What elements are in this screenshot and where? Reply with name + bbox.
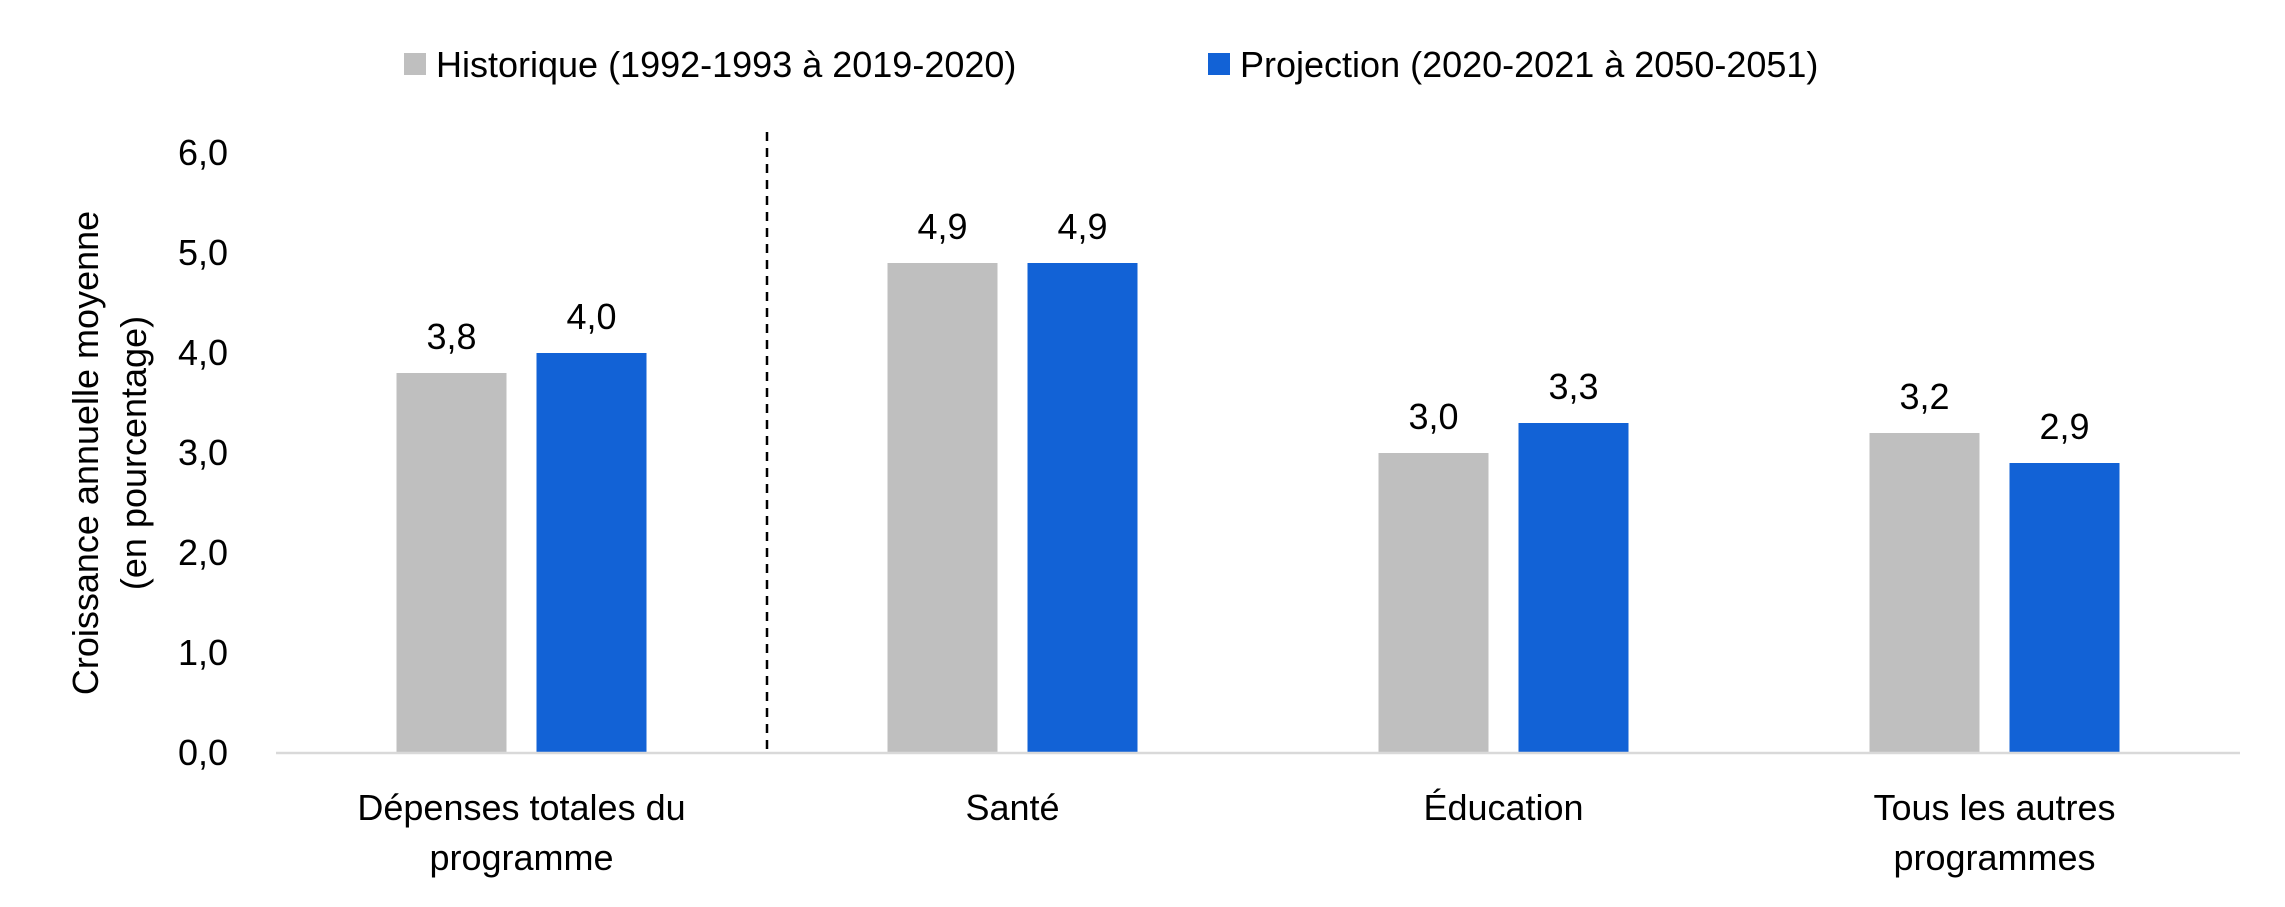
y-tick-label: 5,0 (178, 232, 228, 273)
y-tick-label: 6,0 (178, 132, 228, 173)
y-tick-label: 4,0 (178, 332, 228, 373)
bar-0-0 (396, 373, 507, 753)
data-label-0-1: 4,9 (917, 206, 967, 247)
category-labels: Dépenses totales du programme Santé Éducati… (357, 787, 2115, 878)
bar-1-0 (536, 353, 647, 753)
y-tick-label: 0,0 (178, 732, 228, 773)
data-label-1-1: 4,9 (1057, 206, 1107, 247)
y-axis-title-line-1: (en pourcentage) (113, 316, 154, 590)
bar-0-2 (1378, 453, 1489, 753)
data-label-1-2: 3,3 (1548, 366, 1598, 407)
data-label-0-3: 3,2 (1899, 376, 1949, 417)
data-label-0-2: 3,0 (1408, 396, 1458, 437)
legend-label-1: Projection (2020-2021 à 2050-2051) (1240, 44, 1818, 85)
legend: Historique (1992-1993 à 2019-2020) Projec… (404, 44, 1818, 85)
y-tick-label: 1,0 (178, 632, 228, 673)
category-label-2: Éducation (1423, 787, 1583, 828)
category-label-0: Dépenses totales du programme (357, 787, 685, 878)
data-label-1-3: 2,9 (2039, 406, 2089, 447)
y-tick-label: 3,0 (178, 432, 228, 473)
y-axis-title-line-0: Croissance annuelle moyenne (65, 211, 106, 695)
data-label-0-0: 3,8 (426, 316, 476, 357)
bar-1-3 (2009, 463, 2120, 753)
y-axis-title: Croissance annuelle moyenne (en pourcenta… (65, 211, 154, 695)
legend-swatch-0 (404, 53, 426, 75)
data-label-1-0: 4,0 (566, 296, 616, 337)
bars (396, 263, 2120, 753)
y-axis-ticks: 0,0 1,0 2,0 3,0 4,0 5,0 6,0 (178, 132, 228, 773)
category-label-1: Santé (965, 787, 1059, 828)
bar-0-3 (1869, 433, 1980, 753)
bar-1-1 (1027, 263, 1138, 753)
bar-1-2 (1518, 423, 1629, 753)
data-labels: 3,8 4,0 4,9 4,9 3,0 3,3 3,2 2,9 (426, 206, 2089, 447)
bar-0-1 (887, 263, 998, 753)
category-label-3: Tous les autres programmes (1873, 787, 2115, 878)
y-tick-label: 2,0 (178, 532, 228, 573)
legend-swatch-1 (1208, 53, 1230, 75)
legend-label-0: Historique (1992-1993 à 2019-2020) (436, 44, 1016, 85)
